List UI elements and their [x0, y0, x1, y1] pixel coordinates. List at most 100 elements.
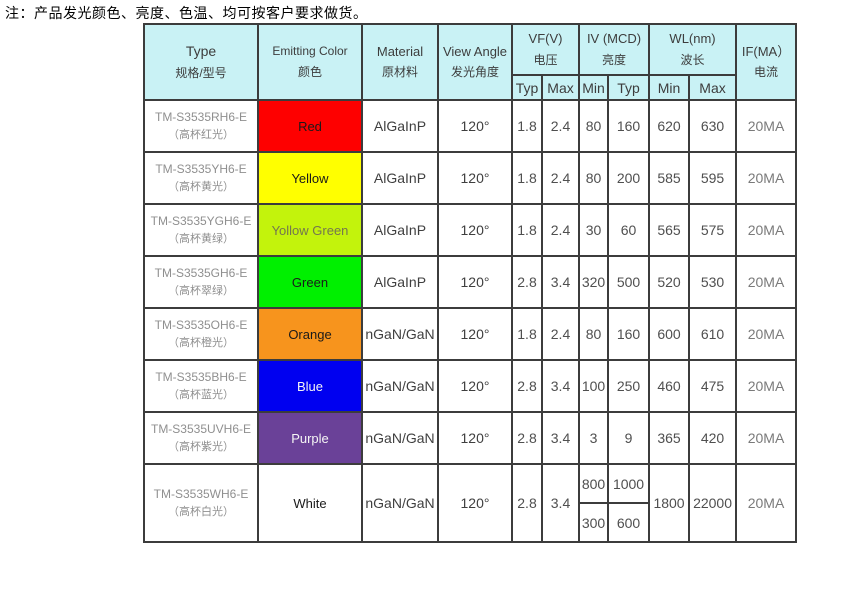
header-vf-cn: 电压 — [533, 52, 558, 67]
header-vf: VF(V) 电压 — [510, 23, 581, 76]
wl-min-cell: 365 — [648, 411, 691, 465]
wl-max-cell: 610 — [688, 307, 738, 361]
if-cell: 20MA — [735, 255, 798, 309]
iv-typ-cell: 500 — [607, 255, 651, 309]
color-swatch-yellow-green: Yollow Green — [257, 203, 363, 257]
header-view-angle-en: View Angle — [442, 43, 508, 59]
led-spec-table: Type 规格/型号 Emitting Color 颜色 Material 原材… — [143, 23, 798, 543]
view-angle-cell: 120° — [437, 203, 513, 257]
subheader-wl-max: Max — [688, 74, 738, 101]
vf-max-cell: 2.4 — [540, 307, 581, 361]
material-cell: AlGaInP — [361, 255, 439, 309]
header-material: Material 原材料 — [361, 23, 439, 101]
view-angle-cell: 120° — [437, 359, 513, 413]
wl-min-cell: 1800 — [648, 463, 691, 543]
view-angle-cell: 120° — [437, 307, 513, 361]
iv-typ-cell: 60 — [607, 203, 651, 257]
if-cell: 20MA — [735, 99, 798, 153]
iv-typ-cell: 160 — [607, 307, 651, 361]
type-code: TM-S3535RH6-E — [154, 109, 248, 124]
iv-min-cell: 80 — [578, 307, 610, 361]
type-cell: TM-S3535RH6-E （高杯红光） — [143, 99, 259, 153]
wl-max-cell: 22000 — [688, 463, 738, 543]
header-wl: WL(nm) 波长 — [648, 23, 738, 76]
material-cell: nGaN/GaN — [361, 463, 439, 543]
wl-min-cell: 620 — [648, 99, 691, 153]
header-emitting-cn: 颜色 — [297, 64, 322, 79]
view-angle-cell: 120° — [437, 411, 513, 465]
subheader-iv-min: Min — [578, 74, 610, 101]
type-cn: （高杯橙光） — [168, 336, 234, 349]
table-row-yellow-green: TM-S3535YGH6-E （高杯黄绿） Yollow Green AlGaIn… — [143, 203, 798, 257]
iv-min-cell: 80 — [578, 151, 610, 205]
if-cell: 20MA — [735, 411, 798, 465]
header-type-cn: 规格/型号 — [175, 65, 227, 80]
wl-max-cell: 630 — [688, 99, 738, 153]
type-cn: （高杯紫光） — [168, 440, 234, 453]
color-swatch-blue: Blue — [257, 359, 363, 413]
header-material-en: Material — [376, 43, 424, 59]
material-cell: nGaN/GaN — [361, 307, 439, 361]
subheader-wl-min: Min — [648, 74, 691, 101]
if-cell: 20MA — [735, 463, 798, 543]
type-code: TM-S3535YH6-E — [155, 161, 247, 176]
table-row-red: TM-S3535RH6-E （高杯红光） Red AlGaInP 120° 1.8… — [143, 99, 798, 153]
wl-max-cell: 530 — [688, 255, 738, 309]
table-row-purple: TM-S3535UVH6-E （高杯紫光） Purple nGaN/GaN 120… — [143, 411, 798, 465]
subheader-vf-max: Max — [540, 74, 581, 101]
table-row-white-sub: 300 600 — [144, 502, 796, 543]
iv-typ-cell: 160 — [607, 99, 651, 153]
material-cell: nGaN/GaN — [361, 359, 439, 413]
table-row-white: TM-S3535WH6-E （高杯白光） White nGaN/GaN 120° … — [143, 463, 798, 543]
table-row-green: TM-S3535GH6-E （高杯翠绿） Green AlGaInP 120° 2… — [143, 255, 798, 309]
vf-max-cell: 2.4 — [540, 203, 581, 257]
header-vf-en: VF(V) — [528, 31, 563, 47]
iv-typ-cell: 200 — [607, 151, 651, 205]
table-row-blue: TM-S3535BH6-E （高杯蓝光） Blue nGaN/GaN 120° 2… — [143, 359, 798, 413]
wl-min-cell: 585 — [648, 151, 691, 205]
color-swatch-yellow: Yellow — [257, 151, 363, 205]
customization-note: 注：产品发光颜色、亮度、色温、均可按客户要求做货。 — [5, 5, 368, 21]
vf-max-cell: 2.4 — [540, 151, 581, 205]
subheader-iv-typ: Typ — [607, 74, 651, 101]
type-cn: （高杯黄光） — [168, 180, 234, 193]
vf-typ-cell: 2.8 — [511, 463, 543, 543]
type-cell: TM-S3535YGH6-E （高杯黄绿） — [143, 203, 259, 257]
type-cell: TM-S3535UVH6-E （高杯紫光） — [143, 411, 259, 465]
wl-min-cell: 565 — [648, 203, 691, 257]
color-swatch-purple: Purple — [257, 411, 363, 465]
header-type-en: Type — [185, 43, 217, 60]
vf-typ-cell: 2.8 — [511, 411, 543, 465]
type-code: TM-S3535WH6-E — [153, 486, 249, 501]
subheader-vf-typ: Typ — [511, 74, 543, 101]
color-swatch-red: Red — [257, 99, 363, 153]
header-wl-cn: 波长 — [680, 52, 705, 67]
header-iv: IV (MCD) 亮度 — [578, 23, 651, 76]
iv-typ-top-cell: 1000 — [607, 463, 651, 504]
view-angle-cell: 120° — [437, 463, 513, 543]
wl-min-cell: 600 — [648, 307, 691, 361]
table-row-yellow: TM-S3535YH6-E （高杯黄光） Yellow AlGaInP 120° … — [143, 151, 798, 205]
header-emitting-en: Emitting Color — [272, 44, 348, 59]
type-cn: （高杯翠绿） — [168, 284, 234, 297]
material-cell: AlGaInP — [361, 99, 439, 153]
table-row-orange: TM-S3535OH6-E （高杯橙光） Orange nGaN/GaN 120°… — [143, 307, 798, 361]
type-code: TM-S3535GH6-E — [154, 265, 248, 280]
type-cn: （高杯白光） — [168, 505, 234, 518]
type-code: TM-S3535YGH6-E — [150, 213, 252, 228]
if-cell: 20MA — [735, 203, 798, 257]
header-view-angle-cn: 发光角度 — [450, 65, 499, 80]
type-cell: TM-S3535WH6-E （高杯白光） — [143, 463, 259, 543]
material-cell: nGaN/GaN — [361, 411, 439, 465]
iv-typ-bottom-cell: 600 — [607, 502, 651, 543]
header-if: IF(MA） 电流 — [735, 23, 798, 101]
color-swatch-white: White — [257, 463, 363, 543]
header-if-cn: 电流 — [754, 65, 779, 80]
wl-max-cell: 575 — [688, 203, 738, 257]
vf-typ-cell: 1.8 — [511, 99, 543, 153]
if-cell: 20MA — [735, 359, 798, 413]
wl-min-cell: 520 — [648, 255, 691, 309]
iv-min-cell: 30 — [578, 203, 610, 257]
header-iv-cn: 亮度 — [602, 52, 627, 67]
header-iv-en: IV (MCD) — [586, 31, 642, 47]
